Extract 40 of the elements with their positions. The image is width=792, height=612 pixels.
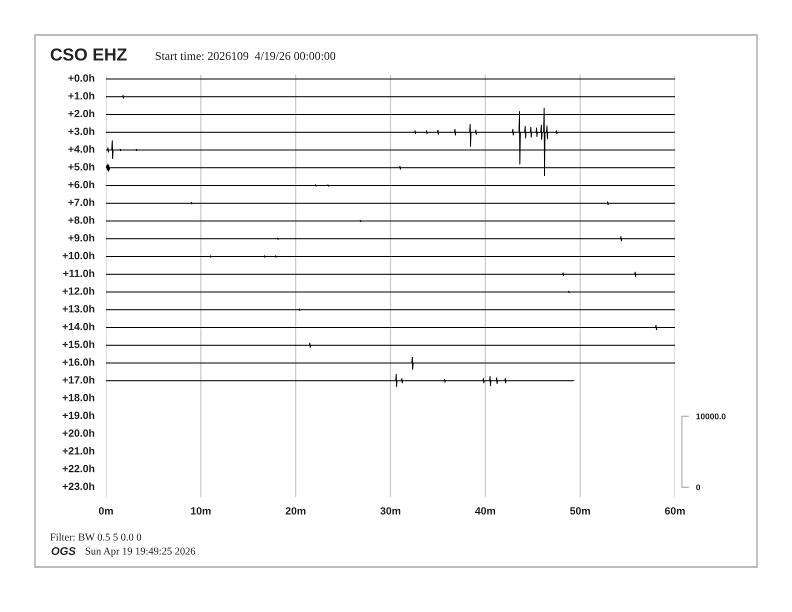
text: OGS [52,547,76,555]
text: Filter: BW 0.5 5 0.0 0 [50,533,142,541]
text: +20.0h [62,429,94,437]
text: +23.0h [62,482,94,490]
x-tick-label: 20m [286,507,306,515]
text: +22.0h [62,464,94,472]
text: +5.0h [68,162,94,171]
text: +7.0h [68,198,94,206]
text: +11.0h [63,269,94,278]
line-series [106,374,574,387]
x-tick-label: 50m [570,507,590,515]
text: +4.0h [68,145,94,153]
text: +17.0h [62,376,94,384]
text: +19.0h [62,411,94,420]
x-tick-label: 40m [475,507,496,515]
x-tick-label: 0m [98,507,113,515]
y-tick-label: 0 [696,484,700,490]
text: +14.0h [62,322,94,330]
text: Sun Apr 19 19:49:25 2026 [86,548,196,557]
x-tick-label: 10m [191,507,211,515]
text: +1.0h [68,92,94,100]
text: +6.0h [68,180,94,188]
text: +8.0h [68,216,94,224]
text: +16.0h [62,358,94,366]
text: +13.0h [62,304,94,313]
x-tick-label: 60m [664,507,685,515]
line-series [106,108,675,176]
text: +0.0h [68,74,94,82]
text: +10.0h [62,252,94,260]
text: +2.0h [68,110,94,118]
y-tick-label: 10000.0 [696,413,726,420]
text: +15.0h [62,340,94,348]
text: +12.0h [62,287,94,295]
text: +18.0h [62,394,94,402]
text: +9.0h [68,234,94,242]
chart-title: CSO EHZ [50,48,127,61]
x-tick-label: 30m [380,507,400,515]
chart-subtitle: Start time: 2026109 4/19/26 00:00:00 [156,52,336,60]
text: +3.0h [68,127,94,136]
text: +21.0h [62,446,94,455]
